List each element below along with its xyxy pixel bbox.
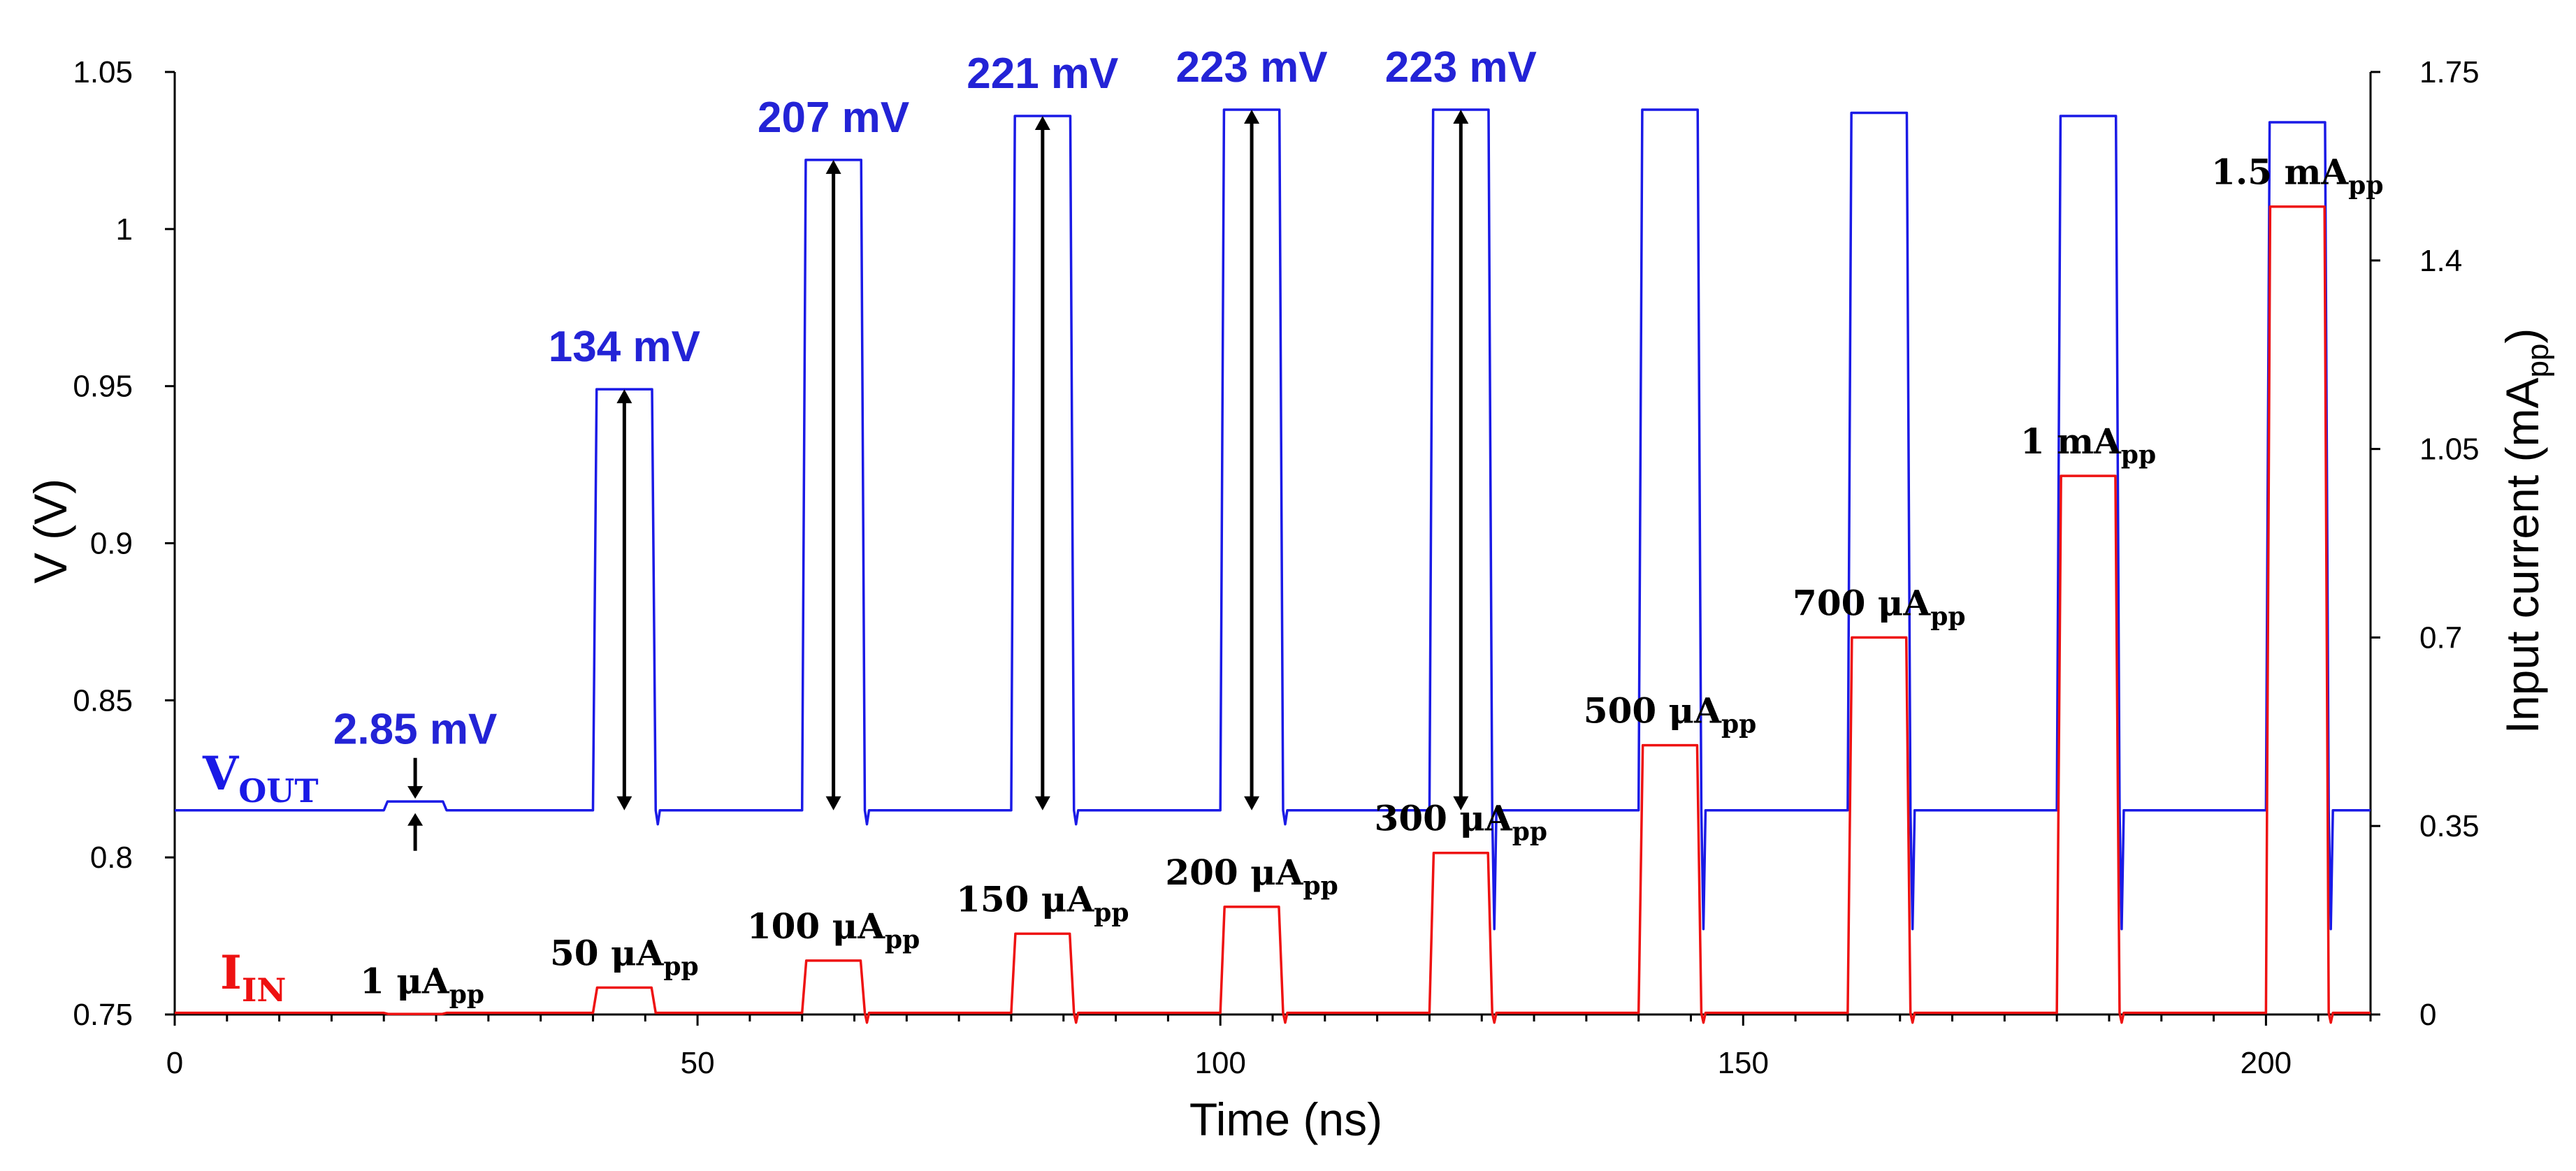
y-left-tick-label: 0.9	[90, 527, 133, 561]
iin-amplitude-label-sub: pp	[449, 980, 484, 1010]
series-name-label: IIN	[220, 945, 286, 1009]
amplitude-arrow-head	[616, 389, 632, 404]
amplitude-arrow-head	[1034, 796, 1050, 810]
iin-amplitude-label-sub: pp	[2121, 440, 2156, 470]
y2-title-end: )	[2496, 328, 2548, 344]
iin-amplitude-label-main: 500 μA	[1584, 690, 1722, 732]
amplitude-arrow-head	[407, 786, 424, 799]
vout-amplitude-label: 134 mV	[549, 323, 700, 371]
iin-amplitude-label: 500 μApp	[1584, 690, 1757, 739]
y-right-tick-label: 0	[2419, 998, 2436, 1032]
series-name-sub: IN	[242, 971, 287, 1009]
y-left-tick-label: 1.05	[73, 55, 133, 89]
iin-amplitude-label-main: 100 μA	[747, 905, 885, 947]
y-right-tick-label: 0.7	[2419, 620, 2462, 655]
y-axis-right-title: Input current (mApp)	[2496, 328, 2555, 734]
iin-amplitude-label-main: 200 μA	[1165, 852, 1303, 893]
iin-amplitude-label-main: 150 μA	[956, 878, 1094, 919]
iin-amplitude-label-main: 50 μA	[550, 932, 665, 973]
iin-amplitude-label-main: 300 μA	[1375, 798, 1513, 839]
x-tick-label: 50	[681, 1046, 715, 1080]
amplitude-arrow-head	[1244, 796, 1260, 810]
amplitude-arrow-head	[407, 813, 424, 826]
x-tick-label: 100	[1194, 1046, 1245, 1080]
iin-amplitude-label: 1 μApp	[360, 961, 484, 1010]
iin-amplitude-label-sub: pp	[663, 952, 698, 981]
amplitude-arrow-head	[1034, 115, 1050, 130]
iin-amplitude-label: 700 μApp	[1793, 582, 1966, 631]
series-name-main: I	[220, 945, 242, 1000]
vout-amplitude-label: 221 mV	[967, 50, 1118, 98]
y-left-tick-label: 0.85	[73, 683, 133, 718]
x-axis-title: Time (ns)	[1189, 1093, 1382, 1145]
y-left-tick-label: 0.75	[73, 998, 133, 1032]
iin-amplitude-label-sub: pp	[885, 925, 920, 954]
y-left-tick-label: 0.95	[73, 370, 133, 404]
y-right-tick-label: 1.4	[2419, 244, 2462, 278]
amplitude-arrow-head	[1244, 109, 1260, 124]
iin-amplitude-label: 150 μApp	[956, 878, 1129, 927]
vout-amplitude-label: 223 mV	[1175, 43, 1327, 92]
series-name-sub: OUT	[238, 772, 318, 810]
iin-amplitude-label-sub: pp	[2348, 171, 2383, 201]
series-name-label: VOUT	[202, 746, 319, 810]
y-right-tick-label: 1.75	[2419, 55, 2480, 89]
iin-amplitude-label: 50 μApp	[550, 932, 699, 981]
iin-amplitude-label-sub: pp	[1721, 710, 1756, 739]
amplitude-arrows	[407, 109, 1469, 851]
iin-amplitude-label-main: 1.5 mA	[2211, 152, 2349, 193]
y-axis-left-title: V (V)	[24, 479, 76, 583]
vout-amplitude-label: 2.85 mV	[333, 706, 497, 754]
ticks: 0 50 100 150 200 0.75 0.8 0.85 0.9 0.95 1 1.05 0 0.35…	[73, 55, 2479, 1080]
iin-amplitude-label-main: 1 mA	[2020, 421, 2122, 462]
y-left-tick-label: 1	[116, 212, 133, 247]
y2-title-sub: pp	[2521, 344, 2555, 378]
amplitude-arrow-head	[825, 159, 841, 174]
series-name-main: V	[202, 746, 240, 801]
iin-series-line	[175, 205, 2371, 1024]
iin-amplitude-label-sub: pp	[1930, 602, 1965, 631]
iin-amplitude-label-main: 1 μA	[360, 961, 450, 1002]
x-tick-label: 150	[1718, 1046, 1769, 1080]
amplitude-arrow-head	[1453, 109, 1469, 124]
iin-amplitude-label: 1.5 mApp	[2211, 152, 2383, 201]
vout-series-line	[175, 108, 2371, 931]
x-tick-label: 200	[2241, 1046, 2292, 1080]
vout-amplitude-label: 207 mV	[758, 94, 909, 142]
amplitude-arrow-head	[616, 796, 632, 810]
y-right-tick-label: 0.35	[2419, 809, 2480, 843]
iin-amplitude-label: 300 μApp	[1375, 798, 1548, 847]
series-lines	[175, 108, 2371, 1024]
amplitude-arrow-head	[1453, 796, 1469, 810]
iin-amplitude-label: 1 mApp	[2020, 421, 2156, 470]
iin-amplitude-label-sub: pp	[1303, 871, 1338, 901]
x-tick-label: 0	[166, 1046, 183, 1080]
iin-amplitude-label-sub: pp	[1094, 898, 1129, 927]
iin-amplitude-label-sub: pp	[1512, 817, 1547, 847]
iin-amplitude-label: 200 μApp	[1165, 852, 1338, 901]
amplitude-arrow-head	[825, 796, 841, 810]
iin-amplitude-label-main: 700 μA	[1793, 582, 1931, 623]
vout-amplitude-label: 223 mV	[1385, 43, 1537, 92]
y-right-tick-label: 1.05	[2419, 432, 2480, 467]
iin-amplitude-label: 100 μApp	[747, 905, 920, 954]
y2-title-main: Input current (mA	[2496, 378, 2548, 734]
y-left-tick-label: 0.8	[90, 841, 133, 875]
